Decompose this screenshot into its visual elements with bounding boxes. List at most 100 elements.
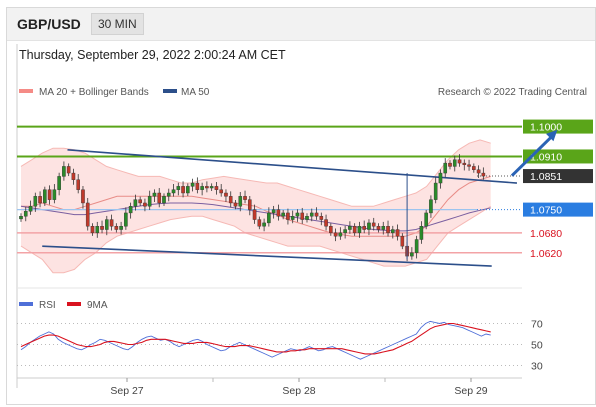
candle-body — [171, 189, 176, 194]
candle-body — [62, 166, 66, 177]
candle-body — [371, 222, 376, 227]
candle-body — [190, 182, 195, 187]
candle-body — [467, 164, 471, 167]
forecast-arrow-head — [546, 129, 558, 142]
candle-body — [100, 226, 104, 230]
candle-body — [472, 166, 476, 170]
candle-body — [28, 206, 33, 212]
candle-body — [109, 219, 114, 227]
candle-body — [390, 229, 395, 234]
candle-body — [85, 202, 90, 227]
candle-body — [357, 226, 362, 234]
chart-card: GBP/USD 30 MIN Thursday, September 29, 2… — [6, 7, 596, 405]
candle-body — [452, 159, 457, 167]
candle-body — [438, 172, 443, 184]
ma50-legend-label: MA 50 — [181, 87, 210, 98]
candle-body — [319, 216, 324, 220]
last-level-label: 1.0851 — [530, 171, 562, 183]
candle-body — [166, 192, 171, 197]
candle-body — [295, 212, 300, 217]
support-level-tag — [523, 202, 593, 217]
timeframe-badge[interactable]: 30 MIN — [91, 13, 144, 35]
candle-body — [419, 226, 424, 240]
candle-body — [247, 199, 252, 210]
candle-body — [90, 226, 95, 234]
rsi-tick-label: 70 — [531, 319, 543, 331]
candle-body — [119, 226, 123, 230]
credit-text: Research © 2022 Trading Central — [438, 87, 587, 98]
rsi-ma-legend-label: 9MA — [87, 300, 108, 311]
candle-body — [186, 186, 190, 194]
candle-body — [176, 186, 181, 190]
candle-body — [300, 212, 305, 220]
candle-body — [424, 212, 428, 227]
candle-body — [143, 202, 147, 207]
candle-body — [410, 252, 414, 257]
forecast-arrow-shaft — [510, 135, 553, 177]
resistance-level-tag — [523, 119, 593, 134]
candle-body — [243, 196, 247, 200]
candle-body — [343, 229, 347, 234]
candle-body — [214, 186, 219, 190]
candle-body — [181, 186, 185, 194]
candle-body — [476, 169, 481, 174]
candle-body — [157, 192, 162, 204]
candle-body — [200, 186, 204, 190]
candle-body — [286, 212, 290, 220]
candle-body — [262, 222, 266, 227]
support-level-label: 1.0750 — [530, 205, 562, 217]
candle-body — [128, 206, 133, 214]
candle-body — [324, 219, 328, 227]
candle-body — [138, 199, 142, 204]
currency-pair-title: GBP/USD — [17, 16, 81, 32]
candle-body — [338, 232, 343, 237]
candle-body — [281, 212, 285, 217]
candle-body — [462, 162, 467, 165]
bollinger-legend-swatch — [19, 89, 33, 93]
candle-body — [38, 196, 42, 204]
candle-body — [47, 189, 52, 200]
chart-header: GBP/USD 30 MIN — [7, 8, 595, 41]
chart-datetime: Thursday, September 29, 2022 2:00:24 AM … — [19, 48, 286, 62]
candle-body — [238, 196, 243, 207]
rsi-ma-line — [20, 322, 491, 355]
candle-body — [66, 166, 71, 174]
rsi-legend-swatch — [19, 302, 33, 306]
candle-body — [290, 216, 295, 220]
pivot-level-label: 1.0620 — [530, 248, 562, 260]
candle-body — [147, 196, 152, 207]
candle-body — [23, 211, 28, 217]
candle-body — [333, 232, 338, 237]
candle-body — [228, 196, 233, 204]
candle-body — [381, 226, 386, 230]
candle-body — [267, 212, 271, 224]
candle-body — [386, 226, 390, 234]
candle-body — [71, 172, 76, 180]
candle-body — [348, 226, 352, 230]
candle-body — [400, 235, 405, 247]
candle-body — [481, 172, 486, 177]
candle-body — [43, 189, 47, 204]
candle-body — [19, 216, 23, 220]
rsi-tick-label: 30 — [531, 361, 543, 373]
candle-body — [367, 222, 371, 230]
ma50-legend-swatch — [163, 89, 177, 93]
candle-body — [329, 226, 333, 234]
candle-body — [209, 186, 214, 189]
candle-body — [362, 226, 366, 230]
last-level-tag — [523, 169, 593, 184]
resistance-level-label: 1.0910 — [530, 151, 562, 163]
candle-body — [162, 196, 166, 204]
candle-body — [124, 212, 128, 227]
chart-canvas: MA 20 + Bollinger Bands MA 50 Research © 2… — [16, 44, 593, 397]
rsi-legend-label: RSI — [39, 300, 56, 311]
bollinger-middle-line — [21, 175, 491, 237]
candle-body — [233, 202, 238, 207]
candle-body — [376, 226, 381, 230]
candle-body — [104, 219, 109, 230]
resistance-level-tag — [523, 149, 593, 164]
candle-body — [276, 209, 281, 217]
x-tick-label: Sep 29 — [454, 385, 487, 397]
candle-body — [52, 189, 57, 200]
candle-body — [252, 209, 257, 220]
